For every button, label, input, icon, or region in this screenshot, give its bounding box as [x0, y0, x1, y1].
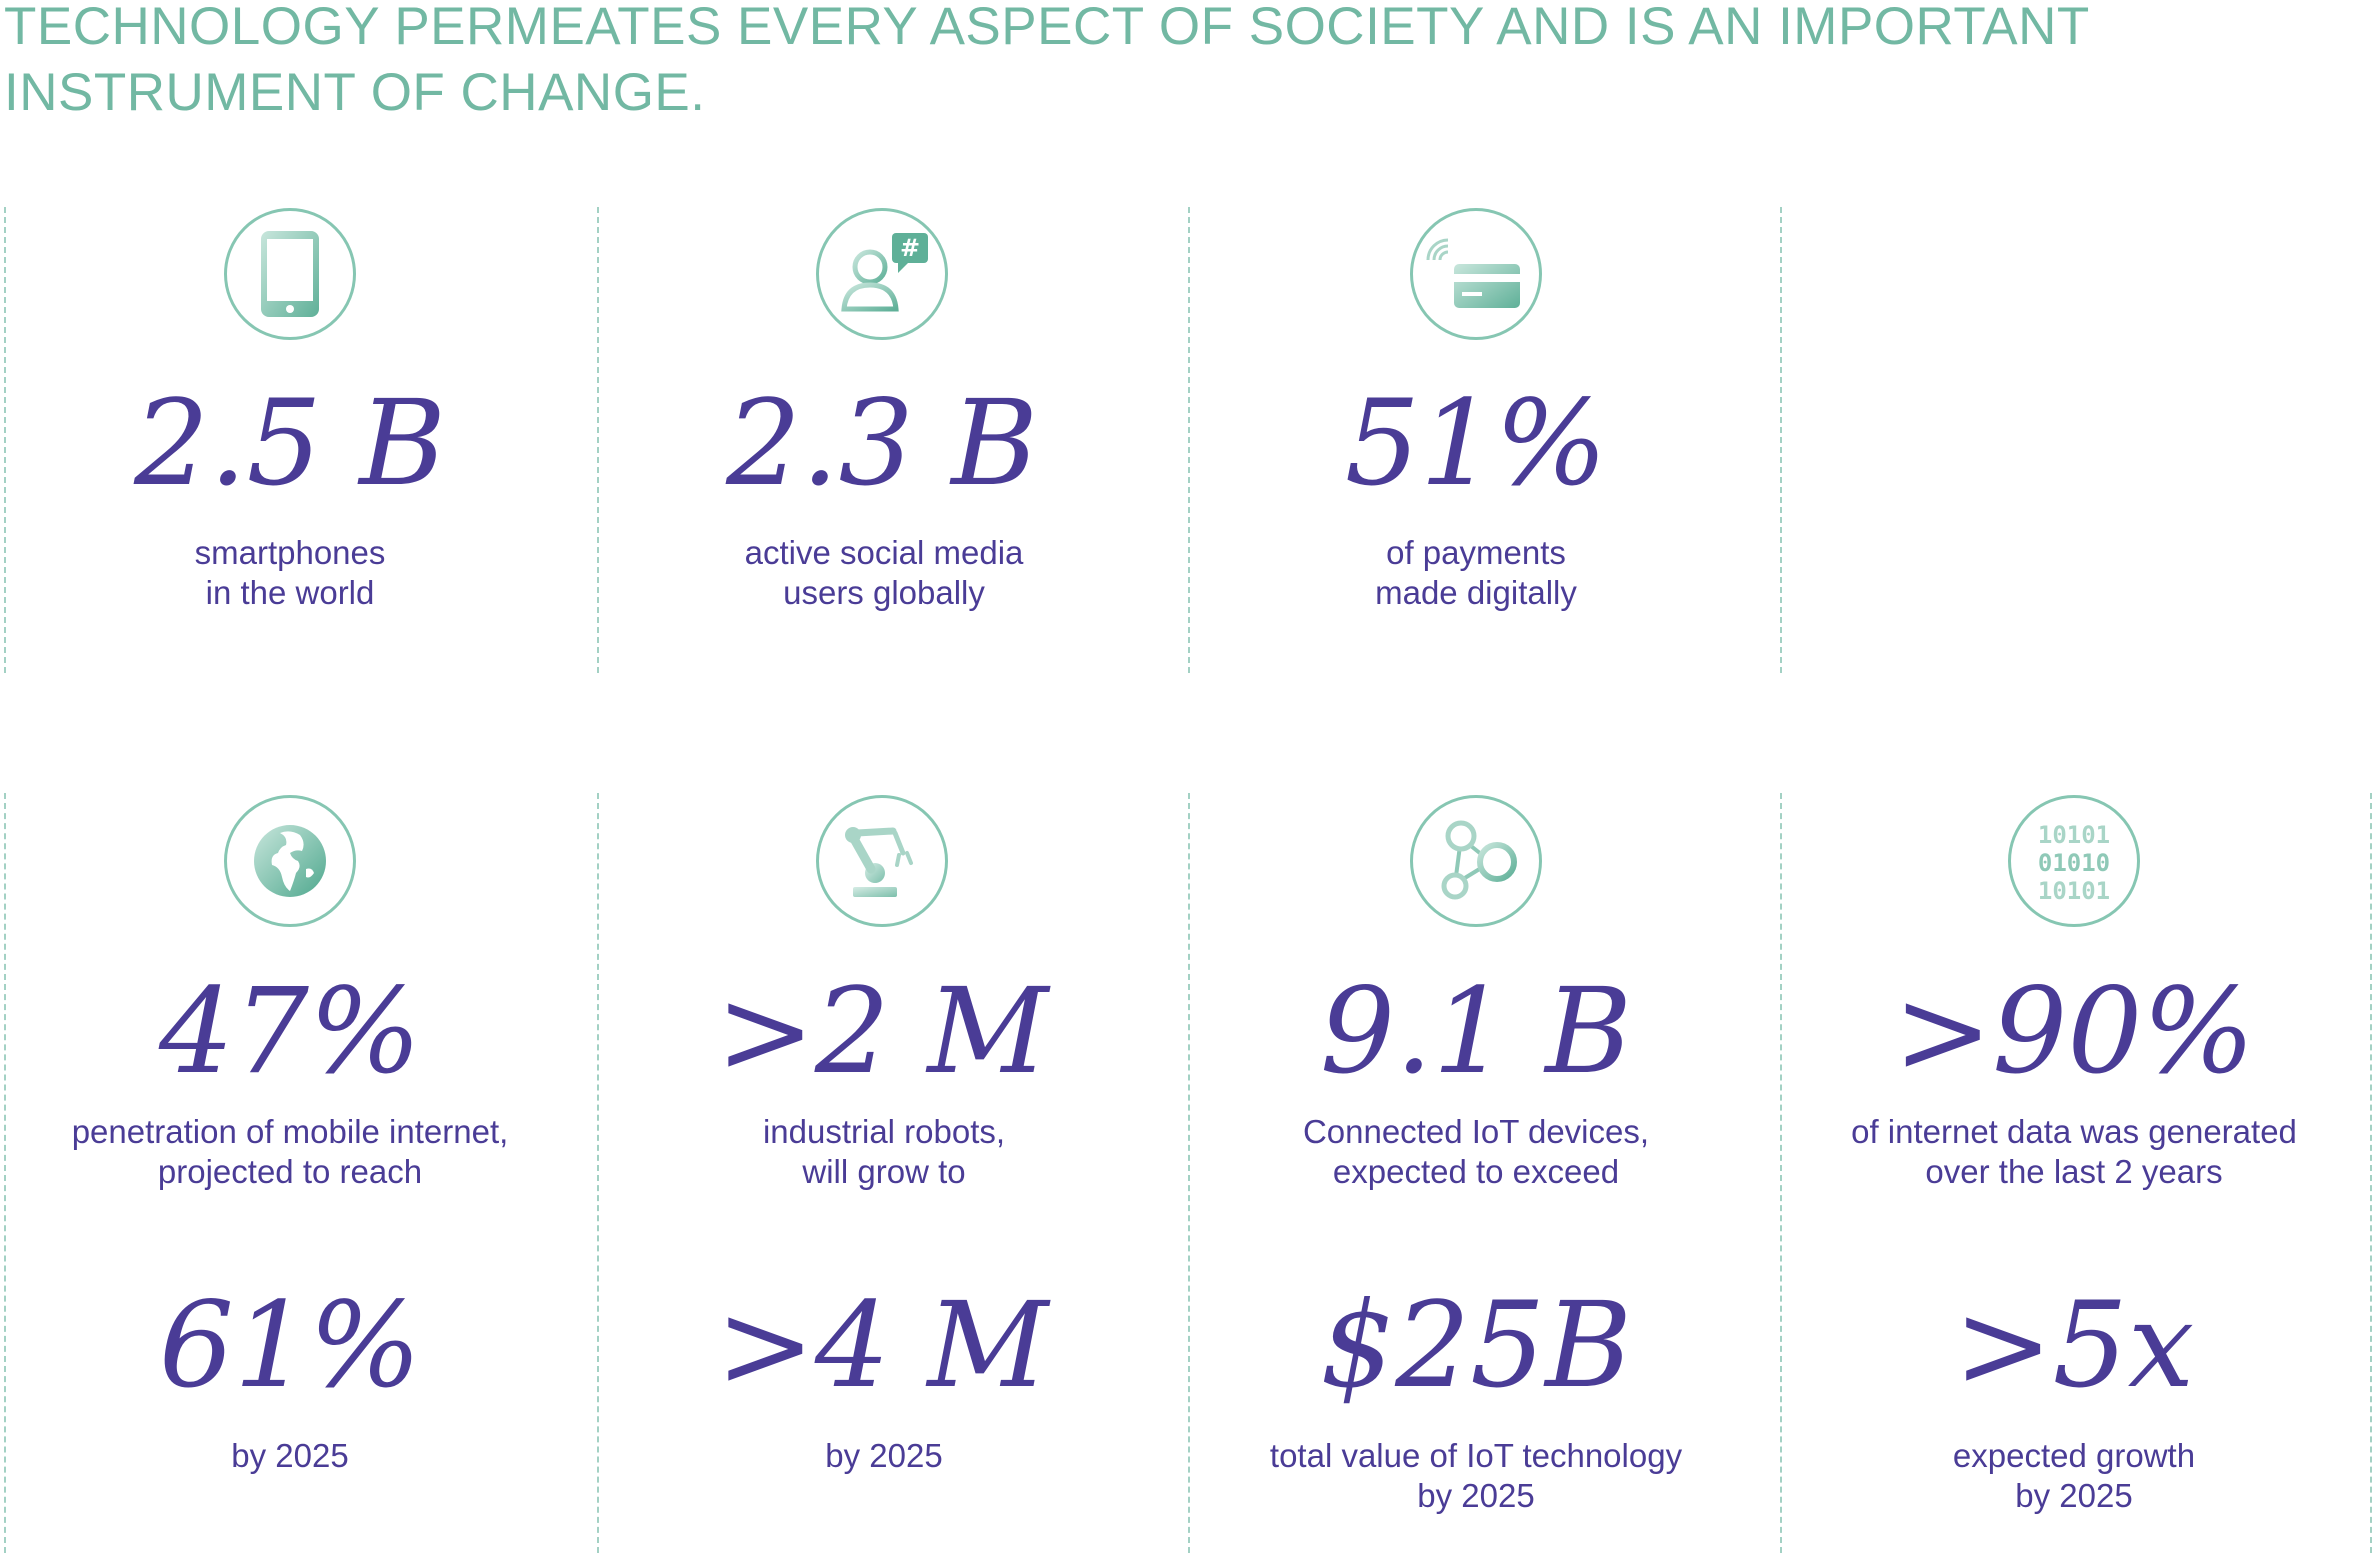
svg-text:#: # — [900, 234, 920, 262]
label-line: smartphones — [194, 534, 386, 571]
social-media-user-icon: # — [816, 208, 948, 340]
binary-line: 10101 — [2038, 821, 2110, 849]
stat-label-mobile-internet-2025: by 2025 — [40, 1436, 540, 1476]
divider — [597, 793, 599, 1553]
divider — [1780, 793, 1782, 1553]
label-line: by 2025 — [825, 1437, 943, 1474]
stat-value-iot-value: $25B — [1320, 1276, 1632, 1414]
headline-line-2: INSTRUMENT OF CHANGE. — [4, 63, 706, 122]
stat-value-iot-devices: 9.1 B — [1320, 962, 1632, 1100]
divider — [1188, 207, 1190, 673]
contactless-card-icon — [1410, 208, 1542, 340]
label-line: made digitally — [1375, 574, 1577, 611]
label-line: by 2025 — [231, 1437, 349, 1474]
label-line: penetration of mobile internet, — [71, 1113, 509, 1150]
label-line: Connected IoT devices, — [1302, 1113, 1650, 1150]
stat-label-mobile-internet: penetration of mobile internet, projecte… — [0, 1112, 580, 1192]
divider — [4, 207, 6, 673]
label-line: users globally — [783, 574, 985, 611]
stat-value-smartphones: 2.5 B — [134, 374, 446, 512]
headline-line-1: TECHNOLOGY PERMEATES EVERY ASPECT OF SOC… — [4, 0, 2090, 56]
stat-value-social-users: 2.3 B — [726, 374, 1038, 512]
divider — [4, 793, 6, 1553]
label-line: of payments — [1386, 534, 1566, 571]
divider — [1188, 793, 1190, 1553]
robot-arm-icon — [816, 795, 948, 927]
stat-label-robots-2025: by 2025 — [634, 1436, 1134, 1476]
stat-value-data-growth: >5x — [1953, 1276, 2195, 1414]
stat-value-robots: >2 M — [715, 962, 1049, 1100]
divider — [2370, 793, 2372, 1553]
label-line: in the world — [205, 574, 375, 611]
stat-label-smartphones: smartphones in the world — [40, 533, 540, 613]
stat-label-social-users: active social media users globally — [634, 533, 1134, 613]
label-line: total value of IoT technology — [1269, 1437, 1683, 1474]
page-headline: TECHNOLOGY PERMEATES EVERY ASPECT OF SOC… — [4, 0, 2204, 126]
label-line: expected growth — [1952, 1437, 2196, 1474]
divider — [597, 207, 599, 673]
stat-value-internet-data: >90% — [1893, 962, 2255, 1100]
label-line: over the last 2 years — [1925, 1153, 2223, 1190]
label-line: by 2025 — [1417, 1477, 1535, 1514]
label-line: industrial robots, — [762, 1113, 1006, 1150]
binary-data-icon: 10101 01010 10101 — [2008, 795, 2140, 927]
tablet-icon — [224, 208, 356, 340]
stat-value-robots-2025: >4 M — [715, 1276, 1049, 1414]
binary-line: 10101 — [2038, 877, 2110, 903]
stat-label-iot-devices: Connected IoT devices, expected to excee… — [1226, 1112, 1726, 1192]
stat-value-digital-payments: 51% — [1344, 374, 1608, 512]
label-line: expected to exceed — [1332, 1153, 1620, 1190]
label-line: active social media — [744, 534, 1024, 571]
stat-value-mobile-internet-2025: 61% — [158, 1276, 422, 1414]
divider — [1780, 207, 1782, 673]
label-line: will grow to — [802, 1153, 966, 1190]
network-nodes-icon — [1410, 795, 1542, 927]
globe-icon — [224, 795, 356, 927]
stat-label-robots: industrial robots, will grow to — [634, 1112, 1134, 1192]
stat-label-data-growth: expected growth by 2025 — [1824, 1436, 2324, 1516]
binary-line: 01010 — [2038, 849, 2110, 877]
stat-label-iot-value: total value of IoT technology by 2025 — [1206, 1436, 1746, 1516]
label-line: projected to reach — [157, 1153, 423, 1190]
stat-label-internet-data: of internet data was generated over the … — [1794, 1112, 2354, 1192]
label-line: by 2025 — [2015, 1477, 2133, 1514]
label-line: of internet data was generated — [1851, 1113, 2297, 1150]
stat-value-mobile-internet: 47% — [158, 962, 422, 1100]
stat-label-digital-payments: of payments made digitally — [1226, 533, 1726, 613]
